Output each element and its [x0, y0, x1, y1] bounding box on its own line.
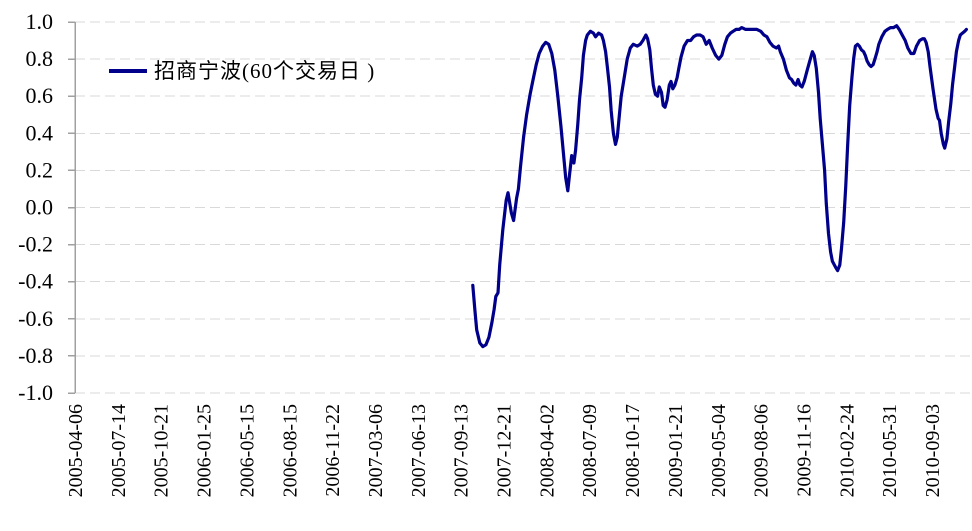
x-tick-label: 2010-09-03 [922, 404, 944, 497]
x-tick-label: 2010-02-24 [836, 404, 858, 497]
y-tick-label: 0.6 [26, 83, 54, 108]
x-tick-label: 2005-04-06 [65, 404, 87, 497]
x-tick-label: 2010-05-31 [879, 404, 901, 497]
y-tick-label: -1.0 [18, 380, 53, 405]
x-tick-label: 2009-08-06 [751, 404, 773, 497]
x-tick-label: 2008-10-17 [622, 404, 644, 497]
x-tick-label: 2007-06-13 [408, 404, 430, 497]
x-tick-label: 2005-10-21 [151, 404, 173, 497]
x-tick-label: 2008-07-09 [579, 404, 601, 497]
series-line [471, 24, 969, 349]
x-tick-label: 2009-01-21 [665, 404, 687, 497]
y-tick-label: 0.4 [26, 120, 54, 145]
legend: 招商宁波(60个交易日 ) [109, 58, 375, 84]
y-tick-label: 0.0 [26, 195, 54, 220]
x-tick-label: 2006-08-15 [279, 404, 301, 497]
y-tick-label: 0.8 [26, 46, 54, 71]
y-tick-label: 0.2 [26, 157, 54, 182]
x-tick-label: 2007-03-06 [365, 404, 387, 497]
y-tick-label: -0.4 [18, 269, 53, 294]
legend-series-label: 招商宁波(60个交易日 ) [154, 58, 376, 83]
x-tick-label: 2009-11-16 [793, 404, 815, 497]
x-tick-label: 2006-01-25 [194, 404, 216, 497]
x-tick-label: 2006-05-15 [236, 404, 258, 497]
x-tick-label: 2006-11-22 [322, 404, 344, 497]
y-tick-label: -0.8 [18, 343, 53, 368]
x-tick-label: 2005-07-14 [108, 404, 130, 497]
x-tick-label: 2007-09-13 [451, 404, 473, 497]
legend-line-swatch [109, 69, 147, 73]
x-tick-label: 2007-12-21 [494, 404, 516, 497]
y-tick-label: -0.2 [18, 232, 53, 257]
x-tick-label: 2009-05-04 [708, 404, 730, 497]
y-tick-label: 1.0 [26, 9, 54, 34]
x-tick-label: 2008-04-02 [536, 404, 558, 497]
y-tick-label: -0.6 [18, 306, 53, 331]
